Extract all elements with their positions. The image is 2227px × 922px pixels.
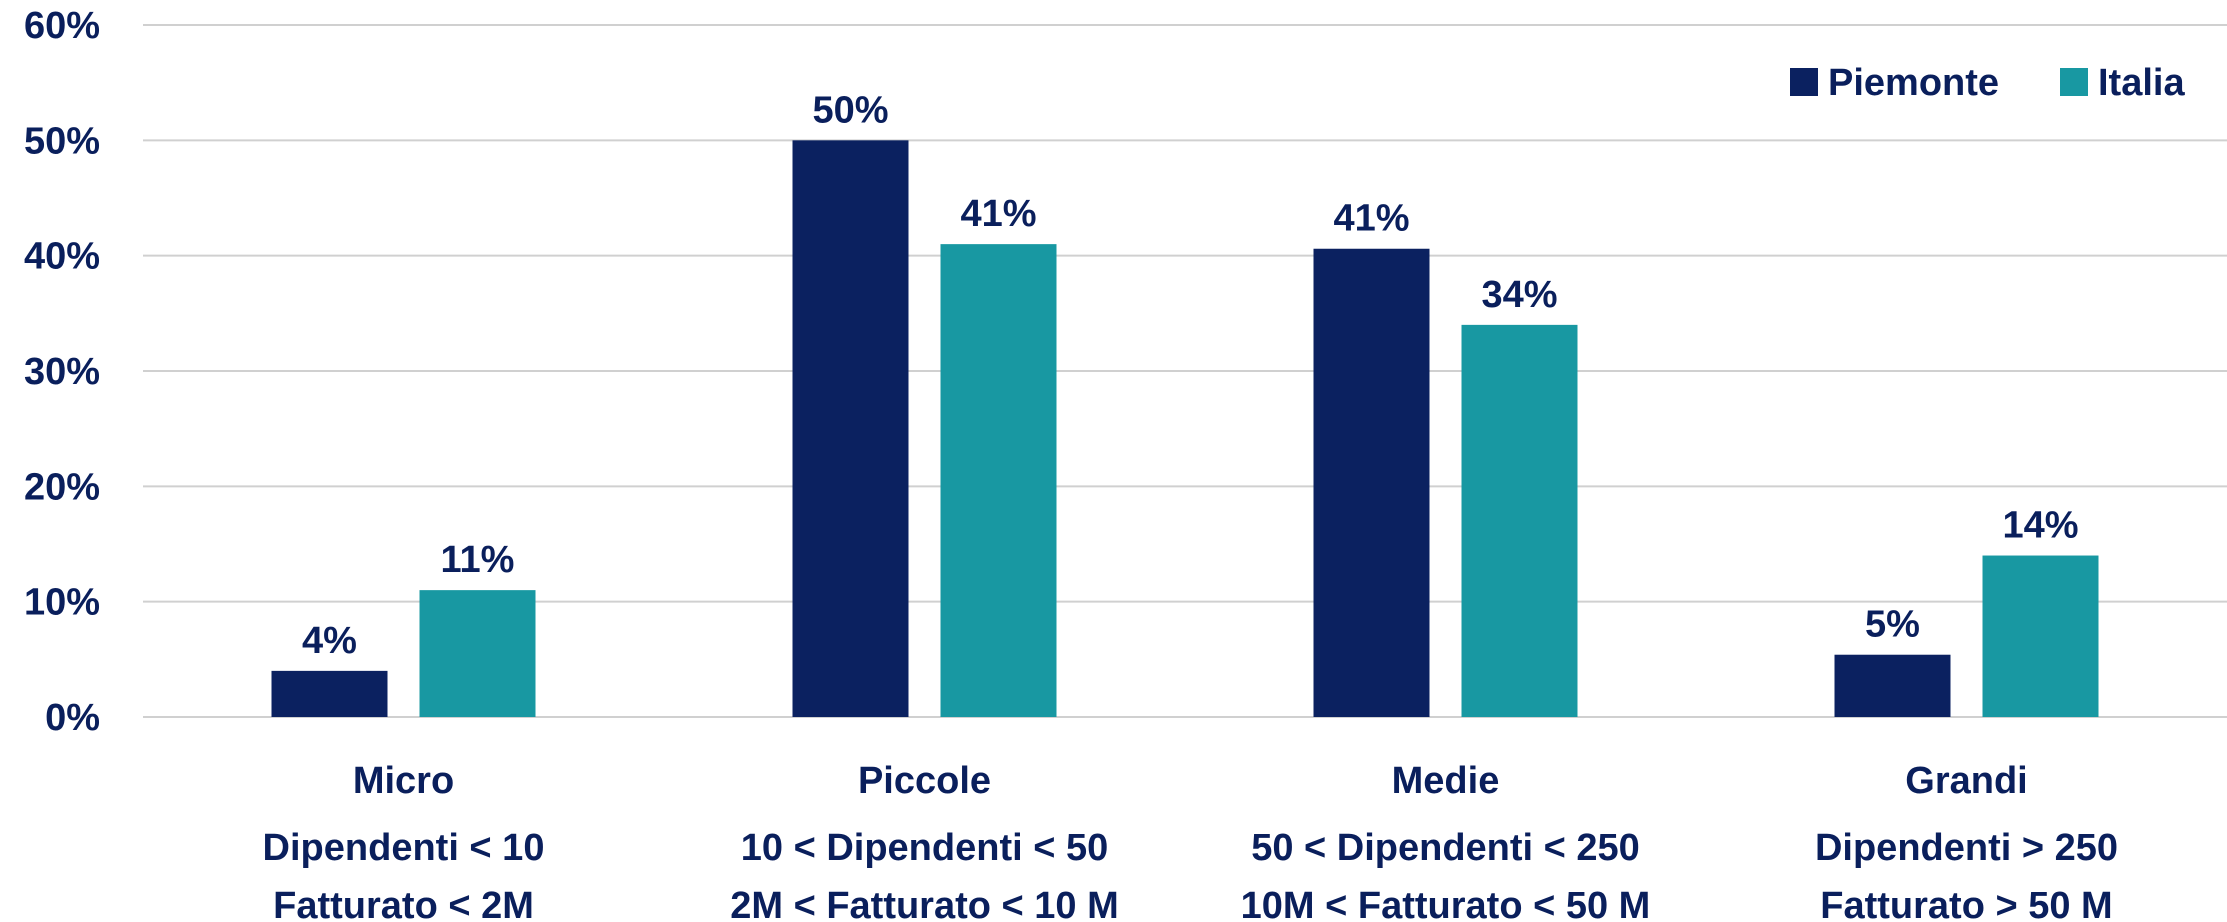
data-label: 11% <box>441 539 515 581</box>
category-labels: Micro Dipendenti < 10 Fatturato < 2M Piccol… <box>263 760 2118 922</box>
category-name: Micro <box>353 760 454 802</box>
legend-swatch-piemonte <box>1790 68 1818 96</box>
y-tick-label: 10% <box>24 582 100 624</box>
y-tick-label: 40% <box>24 236 100 278</box>
category-description: Dipendenti > 250 <box>1815 827 2118 869</box>
bar-piemonte <box>792 140 909 718</box>
data-label: 50% <box>812 89 888 131</box>
y-tick-label: 60% <box>24 5 100 47</box>
y-tick-label: 50% <box>24 120 100 162</box>
data-label: 41% <box>960 193 1036 235</box>
data-label: 4% <box>302 620 357 662</box>
category-name: Medie <box>1392 760 1500 802</box>
category-description: Fatturato > 50 M <box>1820 885 2112 922</box>
category-description: 10 < Dipendenti < 50 <box>741 827 1108 869</box>
bars <box>271 140 2099 718</box>
category-description: 10M < Fatturato < 50 M <box>1241 885 1651 922</box>
bar-italia <box>419 590 536 717</box>
category-description: Dipendenti < 10 <box>263 827 545 869</box>
category-description: 50 < Dipendenti < 250 <box>1251 827 1640 869</box>
bar-italia <box>1982 555 2099 717</box>
data-label: 5% <box>1865 604 1920 646</box>
category-description: Fatturato < 2M <box>273 885 534 922</box>
legend-label-italia: Italia <box>2098 62 2185 104</box>
bar-piemonte <box>1313 248 1430 717</box>
y-tick-label: 0% <box>45 697 100 739</box>
bar-piemonte <box>271 670 388 717</box>
category-description: 2M < Fatturato < 10 M <box>730 885 1119 922</box>
legend: Piemonte Italia <box>1790 62 2185 104</box>
data-label: 34% <box>1481 274 1557 316</box>
bar-italia <box>1461 324 1578 717</box>
data-label: 41% <box>1333 198 1409 240</box>
y-axis-ticks: 0% 10% 20% 30% 40% 50% 60% <box>24 5 100 739</box>
category-name: Piccole <box>858 760 991 802</box>
bar-piemonte <box>1834 654 1951 717</box>
legend-swatch-italia <box>2060 68 2088 96</box>
bar-italia <box>940 244 1057 717</box>
value-labels: 4% 11% 50% 41% 41% 34% 5% 14% <box>302 89 2078 662</box>
category-name: Grandi <box>1905 760 2027 802</box>
data-label: 14% <box>2002 505 2078 547</box>
y-tick-label: 20% <box>24 466 100 508</box>
y-tick-label: 30% <box>24 351 100 393</box>
legend-label-piemonte: Piemonte <box>1828 62 1999 104</box>
